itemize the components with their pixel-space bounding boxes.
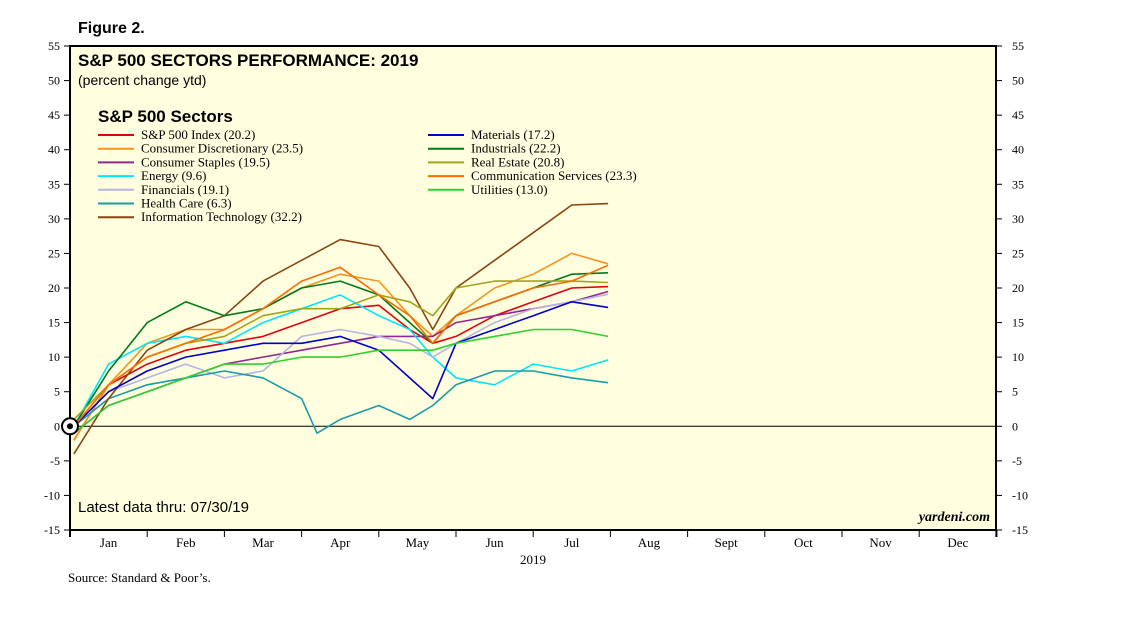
- legend-entry: Energy (9.6): [141, 168, 206, 183]
- chart-title: S&P 500 SECTORS PERFORMANCE: 2019: [78, 51, 418, 70]
- y-tick-label-right: 0: [1012, 419, 1018, 433]
- y-tick-label-left: 25: [48, 246, 60, 260]
- y-tick-label-right: 20: [1012, 281, 1024, 295]
- y-tick-label-right: 40: [1012, 143, 1024, 157]
- series-line: [73, 328, 609, 434]
- y-tick-label-left: 40: [48, 143, 60, 157]
- series-lines: [73, 202, 609, 455]
- y-tick-label-right: -10: [1012, 488, 1028, 502]
- legend-entry: Real Estate (20.8): [471, 154, 565, 169]
- x-tick-label: May: [405, 535, 429, 550]
- x-tick-label: Jul: [564, 535, 580, 550]
- y-tick-label-left: 45: [48, 108, 60, 122]
- x-tick-label: Nov: [869, 535, 892, 550]
- y-tick-label-right: 10: [1012, 350, 1024, 364]
- figure-label: Figure 2.: [78, 20, 145, 37]
- right-y-axis: -15 -10 -5 0 5 10 15 20 25 30 35 40 45 50 55: [996, 39, 1028, 537]
- left-y-axis: -15 -10 -5 0 5 10 15 20 25 30 35 40 45 50 55: [44, 39, 70, 537]
- y-tick-label-right: 25: [1012, 246, 1024, 260]
- x-tick-label: Jan: [100, 535, 118, 550]
- y-tick-label-left: 20: [48, 281, 60, 295]
- y-tick-label-left: 5: [54, 385, 60, 399]
- y-tick-label-right: 35: [1012, 177, 1024, 191]
- legend-entry: Consumer Staples (19.5): [141, 154, 270, 169]
- y-tick-label-right: 5: [1012, 385, 1018, 399]
- y-tick-label-left: -15: [44, 523, 60, 537]
- series-line: [73, 300, 609, 427]
- x-tick-label: Apr: [330, 535, 351, 550]
- y-tick-label-left: 15: [48, 316, 60, 330]
- y-tick-label-left: 0: [54, 419, 60, 433]
- y-tick-label-right: 55: [1012, 39, 1024, 53]
- y-tick-label-right: -15: [1012, 523, 1028, 537]
- y-tick-label-right: 30: [1012, 212, 1024, 226]
- y-tick-label-left: -5: [50, 454, 60, 468]
- x-tick-label: Feb: [176, 535, 196, 550]
- y-tick-label-right: 15: [1012, 316, 1024, 330]
- y-tick-label-left: 10: [48, 350, 60, 364]
- legend-entry: Communication Services (23.3): [471, 168, 637, 183]
- x-tick-label: Sept: [715, 535, 739, 550]
- legend-entry: Industrials (22.2): [471, 141, 561, 156]
- origin-marker: [61, 417, 79, 436]
- y-tick-label-left: 30: [48, 212, 60, 226]
- series-line: [73, 370, 609, 435]
- y-tick-label-right: 45: [1012, 108, 1024, 122]
- y-tick-label-left: -10: [44, 488, 60, 502]
- series-line: [73, 202, 609, 455]
- y-tick-label-left: 55: [48, 39, 60, 53]
- legend-entry: Materials (17.2): [471, 127, 555, 142]
- chart-subtitle: (percent change ytd): [78, 72, 206, 88]
- x-tick-label: Aug: [638, 535, 661, 550]
- x-tick-label: Dec: [947, 535, 968, 550]
- series-line: [73, 285, 609, 441]
- series-line: [73, 293, 609, 427]
- x-axis: Jan Feb Mar Apr May Jun Jul Aug Sept Oct Nov Dec: [69, 530, 998, 550]
- latest-data-note: Latest data thru: 07/30/19: [78, 499, 249, 516]
- series-line: [73, 264, 609, 427]
- legend-entry: Consumer Discretionary (23.5): [141, 141, 303, 156]
- legend-entry: Financials (19.1): [141, 182, 229, 197]
- legend-entry: S&P 500 Index (20.2): [141, 127, 255, 142]
- x-tick-label: Jun: [486, 535, 505, 550]
- legend-entry: Information Technology (32.2): [141, 209, 302, 224]
- yardeni-watermark: yardeni.com: [917, 510, 990, 525]
- y-tick-label-right: -5: [1012, 454, 1022, 468]
- x-tick-label: Oct: [794, 535, 813, 550]
- legend-entry: Utilities (13.0): [471, 182, 548, 197]
- legend-title: S&P 500 Sectors: [98, 107, 233, 126]
- y-tick-label-left: 35: [48, 177, 60, 191]
- x-axis-label: 2019: [520, 552, 546, 567]
- legend-entry: Health Care (6.3): [141, 196, 232, 211]
- source-note: Source: Standard & Poor’s.: [68, 570, 211, 585]
- legend: S&P 500 Index (20.2)Consumer Discretiona…: [98, 127, 637, 224]
- y-tick-label-left: 50: [48, 74, 60, 88]
- y-tick-label-right: 50: [1012, 74, 1024, 88]
- x-tick-label: Mar: [252, 535, 274, 550]
